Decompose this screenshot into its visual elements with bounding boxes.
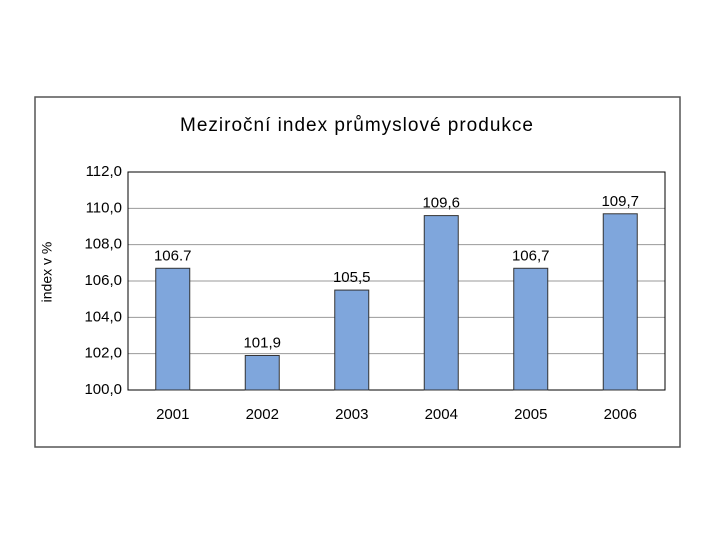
bar [334,289,370,391]
data-label: 101,9 [243,334,281,351]
y-tick-label: 106,0 [84,272,122,289]
y-tick-label: 102,0 [84,345,122,362]
y-tick-label: 110,0 [86,199,122,216]
y-tick-label: 112,0 [86,163,122,180]
x-tick-label: 2005 [514,406,547,423]
y-tick-label: 108,0 [84,236,122,253]
data-label: 109,7 [601,193,639,210]
bar [155,267,191,391]
chart-title: Meziroční index průmyslové produkce [180,115,534,136]
bar [423,215,459,391]
x-tick-label: 2003 [335,406,368,423]
x-tick-label: 2004 [425,406,458,423]
data-label: 106.7 [154,247,192,264]
x-tick-label: 2001 [156,406,189,423]
y-axis-label: index v % [39,242,55,303]
x-tick-label: 2002 [246,406,279,423]
y-tick-label: 104,0 [84,308,122,325]
y-tick-label: 100,0 [84,381,122,398]
data-label: 109,6 [422,195,460,212]
x-tick-label: 2006 [604,406,637,423]
bar [244,354,280,391]
plot-border [127,171,666,391]
data-label: 106,7 [512,247,550,264]
bar [602,213,638,391]
data-label: 105,5 [333,269,371,286]
bar [513,267,549,391]
